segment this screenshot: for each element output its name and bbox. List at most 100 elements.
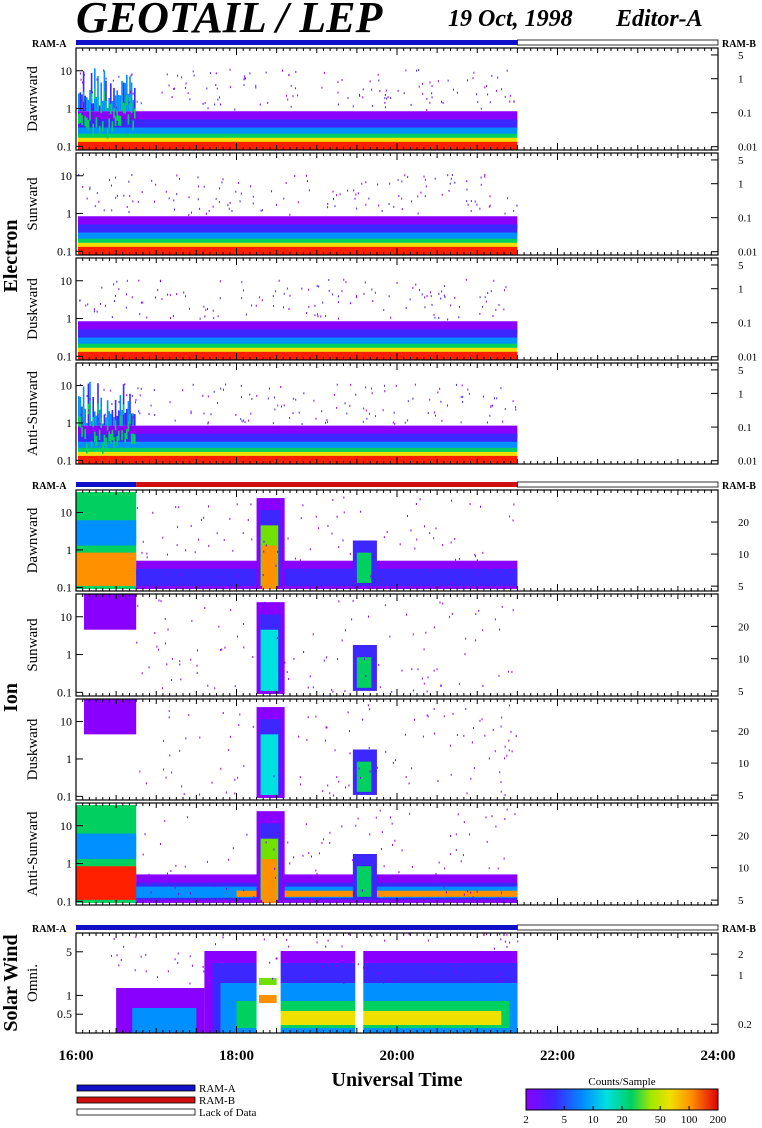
right-tick-label: 2 <box>738 949 744 961</box>
right-tick-label: 5 <box>738 790 744 802</box>
status-segment <box>136 482 518 487</box>
panel-sunward: Sunward 10 1 0.1 5 1 0.1 0.01 <box>25 152 757 259</box>
colorbar-tick-label: 5 <box>561 1114 567 1126</box>
x-axis: 16:00 18:00 20:00 22:00 24:00 Universal Time <box>59 1048 736 1091</box>
panel-anti-sunward: Anti-Sunward 10 1 0.1 20 10 5 <box>25 802 750 908</box>
legend-label: Lack of Data <box>199 1107 257 1119</box>
right-tick-label: 20 <box>738 517 750 529</box>
panel-dawnward: Dawnward 10 1 0.1 20 10 5 <box>25 489 750 594</box>
right-tick-label: 20 <box>738 830 750 842</box>
x-axis-label: Universal Time <box>332 1069 463 1091</box>
y-tick-label: 1 <box>66 857 72 871</box>
y-tick-label: 10 <box>60 819 72 833</box>
y-tick-label: 0.1 <box>57 244 72 258</box>
y-tick-label: 10 <box>60 379 72 393</box>
status-segment <box>76 482 137 487</box>
panel-label: Dawnward <box>25 507 41 573</box>
legend-swatch <box>76 1096 196 1104</box>
right-tick-label: 0.01 <box>738 456 757 468</box>
right-tick-label: 1 <box>738 284 744 296</box>
panel-dawnward: Dawnward 10 1 0.1 5 1 0.1 0.01 <box>25 47 757 154</box>
right-tick-label: 5 <box>738 581 744 593</box>
y-tick-label: 1 <box>66 312 72 326</box>
y-tick-label: 0.1 <box>57 453 72 467</box>
x-tick-label: 16:00 <box>59 1048 94 1064</box>
y-tick-label: 10 <box>60 64 72 78</box>
right-tick-label: 10 <box>738 758 750 770</box>
panel-duskward: Duskward 10 1 0.1 5 1 0.1 0.01 <box>25 257 757 364</box>
right-tick-label: 0.1 <box>738 318 752 330</box>
panel-label: Dawnward <box>25 66 41 132</box>
right-tick-label: 5 <box>738 260 744 272</box>
panel-groups: RAM-A RAM-B Electron Dawnward 10 1 0.1 5 1 0.1 0.0… <box>0 39 757 1034</box>
group-1: RAM-A RAM-B Ion Dawnward 10 1 0.1 20 10 5 Sunward 1… <box>0 481 756 908</box>
panel-sunward: Sunward 10 1 0.1 20 10 5 <box>25 593 750 699</box>
y-tick-label: 10 <box>60 715 72 729</box>
right-tick-label: 10 <box>738 654 750 666</box>
legend-swatch <box>76 1108 196 1116</box>
status-bar <box>76 924 719 931</box>
right-tick-label: 1 <box>738 388 744 400</box>
colorbar-tick-label: 20 <box>617 1114 629 1126</box>
panel-label: Sunward <box>25 618 41 672</box>
x-tick-label: 20:00 <box>380 1048 415 1064</box>
legend-label: RAM-B <box>199 1095 235 1107</box>
x-tick-label: 24:00 <box>701 1048 736 1064</box>
y-tick-label: 5 <box>66 945 72 959</box>
status-segment <box>516 481 719 488</box>
panel-label: Duskward <box>25 278 41 340</box>
panel-label: Anti-Sunward <box>25 811 41 896</box>
right-tick-label: 5 <box>738 365 744 377</box>
y-tick-label: 10 <box>60 506 72 520</box>
y-tick-label: 1 <box>66 752 72 766</box>
ram-b-label: RAM-B <box>722 39 756 50</box>
colorbar: Counts/Sample 2 5 10 20 50 100 200 <box>523 1076 727 1126</box>
right-tick-label: 0.1 <box>738 108 752 120</box>
y-tick-label: 1 <box>66 648 72 662</box>
status-segment <box>76 925 518 930</box>
y-tick-label: 0.1 <box>57 685 72 699</box>
colorbar-tick-label: 200 <box>710 1114 727 1126</box>
ram-a-label: RAM-A <box>32 39 67 50</box>
right-tick-label: 1 <box>738 970 744 982</box>
y-tick-label: 1 <box>66 543 72 557</box>
panel-label: Anti-Sunward <box>25 371 41 456</box>
right-tick-label: 5 <box>738 686 744 698</box>
ram-b-label: RAM-B <box>722 924 756 935</box>
right-tick-label: 5 <box>738 155 744 167</box>
status-bar <box>76 481 719 488</box>
right-tick-label: 5 <box>738 895 744 907</box>
right-tick-label: 0.01 <box>738 247 757 259</box>
right-tick-label: 1 <box>738 179 744 191</box>
x-tick-label: 22:00 <box>540 1048 575 1064</box>
panel-frame <box>75 593 719 697</box>
group-2: RAM-A RAM-B Solar Wind Omni. 5 1 0.5 2 1 0.2 <box>0 924 756 1034</box>
y-tick-label: 0.5 <box>57 1007 72 1021</box>
chart-editor: Editor-A <box>615 6 703 32</box>
group-label: Solar Wind <box>0 934 22 1031</box>
y-tick-label: 10 <box>60 610 72 624</box>
colorbar-label: Counts/Sample <box>588 1076 655 1088</box>
colorbar-tick-label: 10 <box>588 1114 600 1126</box>
group-0: RAM-A RAM-B Electron Dawnward 10 1 0.1 5 1 0.1 0.0… <box>0 39 757 468</box>
status-bar <box>76 39 719 46</box>
right-tick-label: 10 <box>738 549 750 561</box>
x-tick-label: 18:00 <box>219 1048 254 1064</box>
y-tick-label: 0.1 <box>57 139 72 153</box>
right-tick-label: 0.1 <box>738 213 752 225</box>
right-tick-label: 5 <box>738 50 744 62</box>
right-tick-label: 1 <box>738 74 744 86</box>
y-tick-label: 1 <box>66 416 72 430</box>
status-segment <box>76 40 518 45</box>
panel-label: Sunward <box>25 177 41 231</box>
group-label: Ion <box>0 683 22 712</box>
right-tick-label: 0.01 <box>738 142 757 154</box>
y-tick-label: 1 <box>66 207 72 221</box>
ram-a-label: RAM-A <box>32 481 67 492</box>
colorbar-tick-label: 100 <box>681 1114 698 1126</box>
group-label: Electron <box>0 220 22 293</box>
y-tick-label: 0.1 <box>57 894 72 908</box>
y-tick-label: 1 <box>66 988 72 1002</box>
